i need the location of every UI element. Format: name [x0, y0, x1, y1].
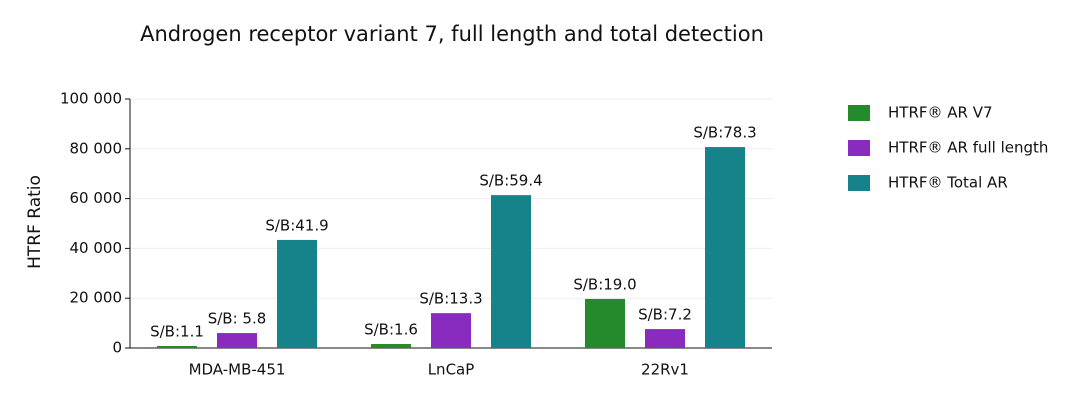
- legend-label: HTRF® AR full length: [888, 139, 1048, 157]
- bar: [217, 333, 257, 348]
- x-tick-label: 22Rv1: [641, 361, 689, 379]
- bar: [371, 344, 411, 348]
- legend-swatch: [848, 175, 870, 191]
- x-tick-label: LnCaP: [428, 361, 475, 379]
- y-tick-label: 20 000: [70, 289, 123, 307]
- y-axis-label: HTRF Ratio: [25, 175, 45, 269]
- bar: [157, 346, 197, 348]
- bar-annotation: S/B:7.2: [638, 306, 692, 324]
- y-tick-label: 60 000: [70, 189, 123, 207]
- legend-swatch: [848, 140, 870, 156]
- bar: [431, 313, 471, 348]
- bar: [585, 298, 625, 348]
- legend-label: HTRF® AR V7: [888, 104, 993, 122]
- y-tick-label: 40 000: [70, 239, 123, 257]
- y-tick-label: 100 000: [60, 90, 122, 108]
- bar-annotation: S/B:1.6: [364, 321, 418, 339]
- bar-annotation: S/B:59.4: [479, 172, 542, 190]
- y-tick-label: 80 000: [70, 139, 123, 157]
- chart-title: Androgen receptor variant 7, full length…: [140, 22, 764, 46]
- bar: [645, 329, 685, 348]
- x-tick-label: MDA-MB-451: [189, 361, 286, 379]
- bar: [491, 195, 531, 348]
- bar: [277, 239, 317, 348]
- legend-swatch: [848, 105, 870, 121]
- bar-annotation: S/B:19.0: [573, 275, 636, 293]
- bar-annotation: S/B:1.1: [150, 323, 204, 341]
- legend-label: HTRF® Total AR: [888, 174, 1008, 192]
- y-tick-label: 0: [112, 339, 122, 357]
- bar-annotation: S/B:41.9: [265, 216, 328, 234]
- bar-annotation: S/B:13.3: [419, 290, 482, 308]
- bar: [705, 147, 745, 348]
- bar-annotation: S/B:78.3: [693, 124, 756, 142]
- bar-annotation: S/B: 5.8: [208, 310, 267, 328]
